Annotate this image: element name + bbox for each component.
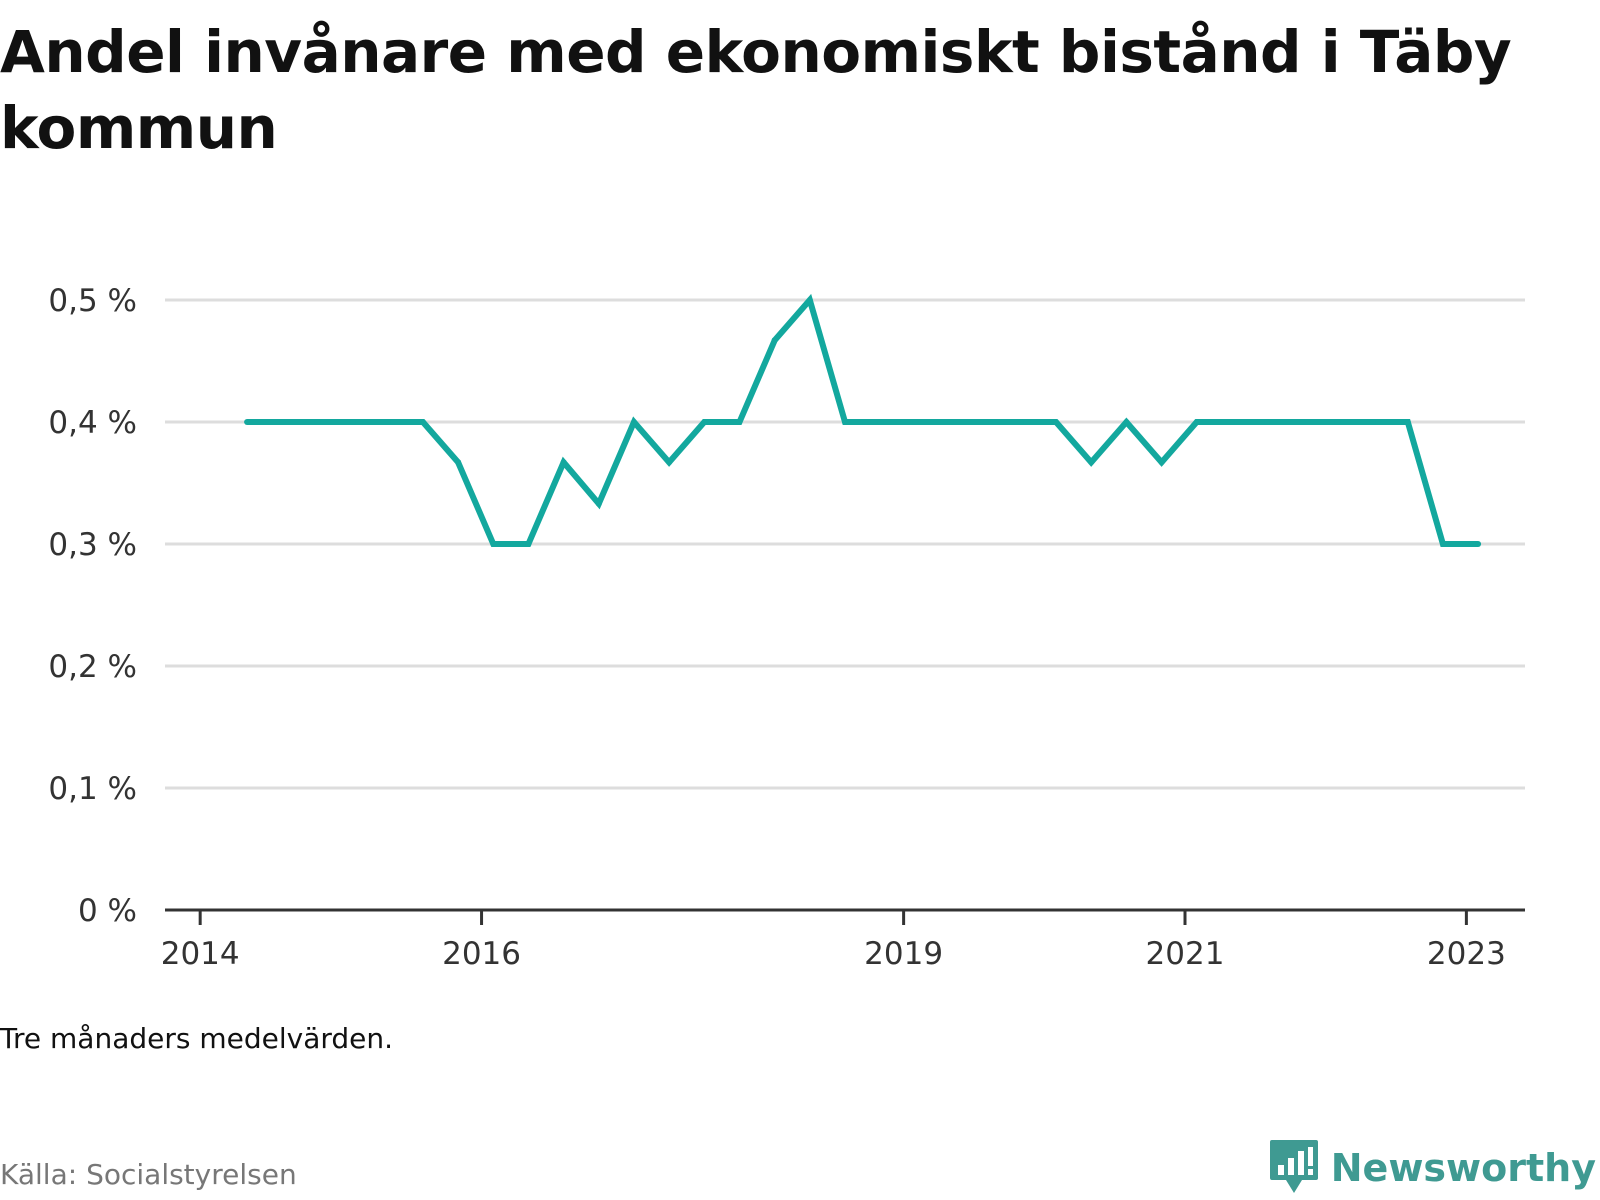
data-point (1334, 419, 1341, 425)
series-line (247, 293, 1479, 547)
data-point (1299, 419, 1306, 425)
x-tick-label: 2023 (1427, 936, 1506, 972)
data-point (314, 419, 321, 425)
data-point (1439, 541, 1446, 547)
data-point (666, 459, 673, 466)
x-tick-label: 2014 (161, 936, 240, 972)
data-point (842, 419, 848, 425)
data-point (701, 419, 708, 425)
data-point (912, 419, 919, 425)
gridlines (165, 298, 1525, 790)
y-axis-labels: 0 % 0,1 % 0,2 % 0,3 % 0,4 % 0,5 % (48, 283, 137, 929)
data-point (630, 419, 637, 425)
data-point (947, 419, 954, 425)
data-point (455, 459, 462, 466)
x-tick-label: 2016 (442, 936, 521, 972)
data-point (877, 419, 884, 425)
y-tick-label: 0,4 % (48, 405, 137, 441)
chart-title: Andel invånare med ekonomiskt bistånd i … (0, 18, 1512, 162)
y-tick-label: 0 % (78, 893, 137, 929)
y-tick-label: 0,2 % (48, 649, 137, 685)
x-tick-label: 2021 (1146, 936, 1225, 972)
data-point (595, 500, 602, 507)
data-point (525, 541, 532, 547)
y-tick-label: 0,5 % (48, 283, 137, 319)
data-point (1369, 419, 1376, 425)
data-point (806, 297, 813, 303)
x-axis (165, 908, 1525, 925)
data-point (1088, 459, 1095, 466)
source-text: Källa: Socialstyrelsen (0, 1158, 297, 1191)
y-tick-label: 0,1 % (48, 771, 137, 807)
data-point (244, 419, 251, 425)
data-point (771, 337, 778, 344)
x-axis-labels: 2014 2016 2019 2021 2023 (161, 936, 1506, 972)
data-point (1404, 419, 1411, 425)
data-point (1053, 419, 1060, 425)
data-point (1264, 419, 1271, 425)
data-point (279, 419, 286, 425)
y-tick-label: 0,3 % (48, 527, 137, 563)
data-point (1475, 541, 1482, 547)
data-point (1228, 419, 1235, 425)
chart-note: Tre månaders medelvärden. (0, 1022, 394, 1055)
data-point (982, 419, 989, 425)
data-point (490, 541, 497, 547)
series (244, 293, 1482, 547)
data-point (1193, 419, 1200, 425)
data-point (349, 419, 356, 425)
newsworthy-chart-bubble-icon (1269, 1140, 1318, 1193)
data-point (736, 419, 743, 425)
brand-name: Newsworthy (1330, 1146, 1596, 1190)
data-point (419, 419, 426, 425)
data-point (384, 419, 391, 425)
x-tick-label: 2019 (864, 936, 943, 972)
data-point (1123, 419, 1130, 425)
data-point (1017, 419, 1024, 425)
data-point (560, 459, 567, 466)
data-point (1158, 459, 1165, 466)
brand-logo[interactable]: Newsworthy (1269, 1138, 1596, 1198)
